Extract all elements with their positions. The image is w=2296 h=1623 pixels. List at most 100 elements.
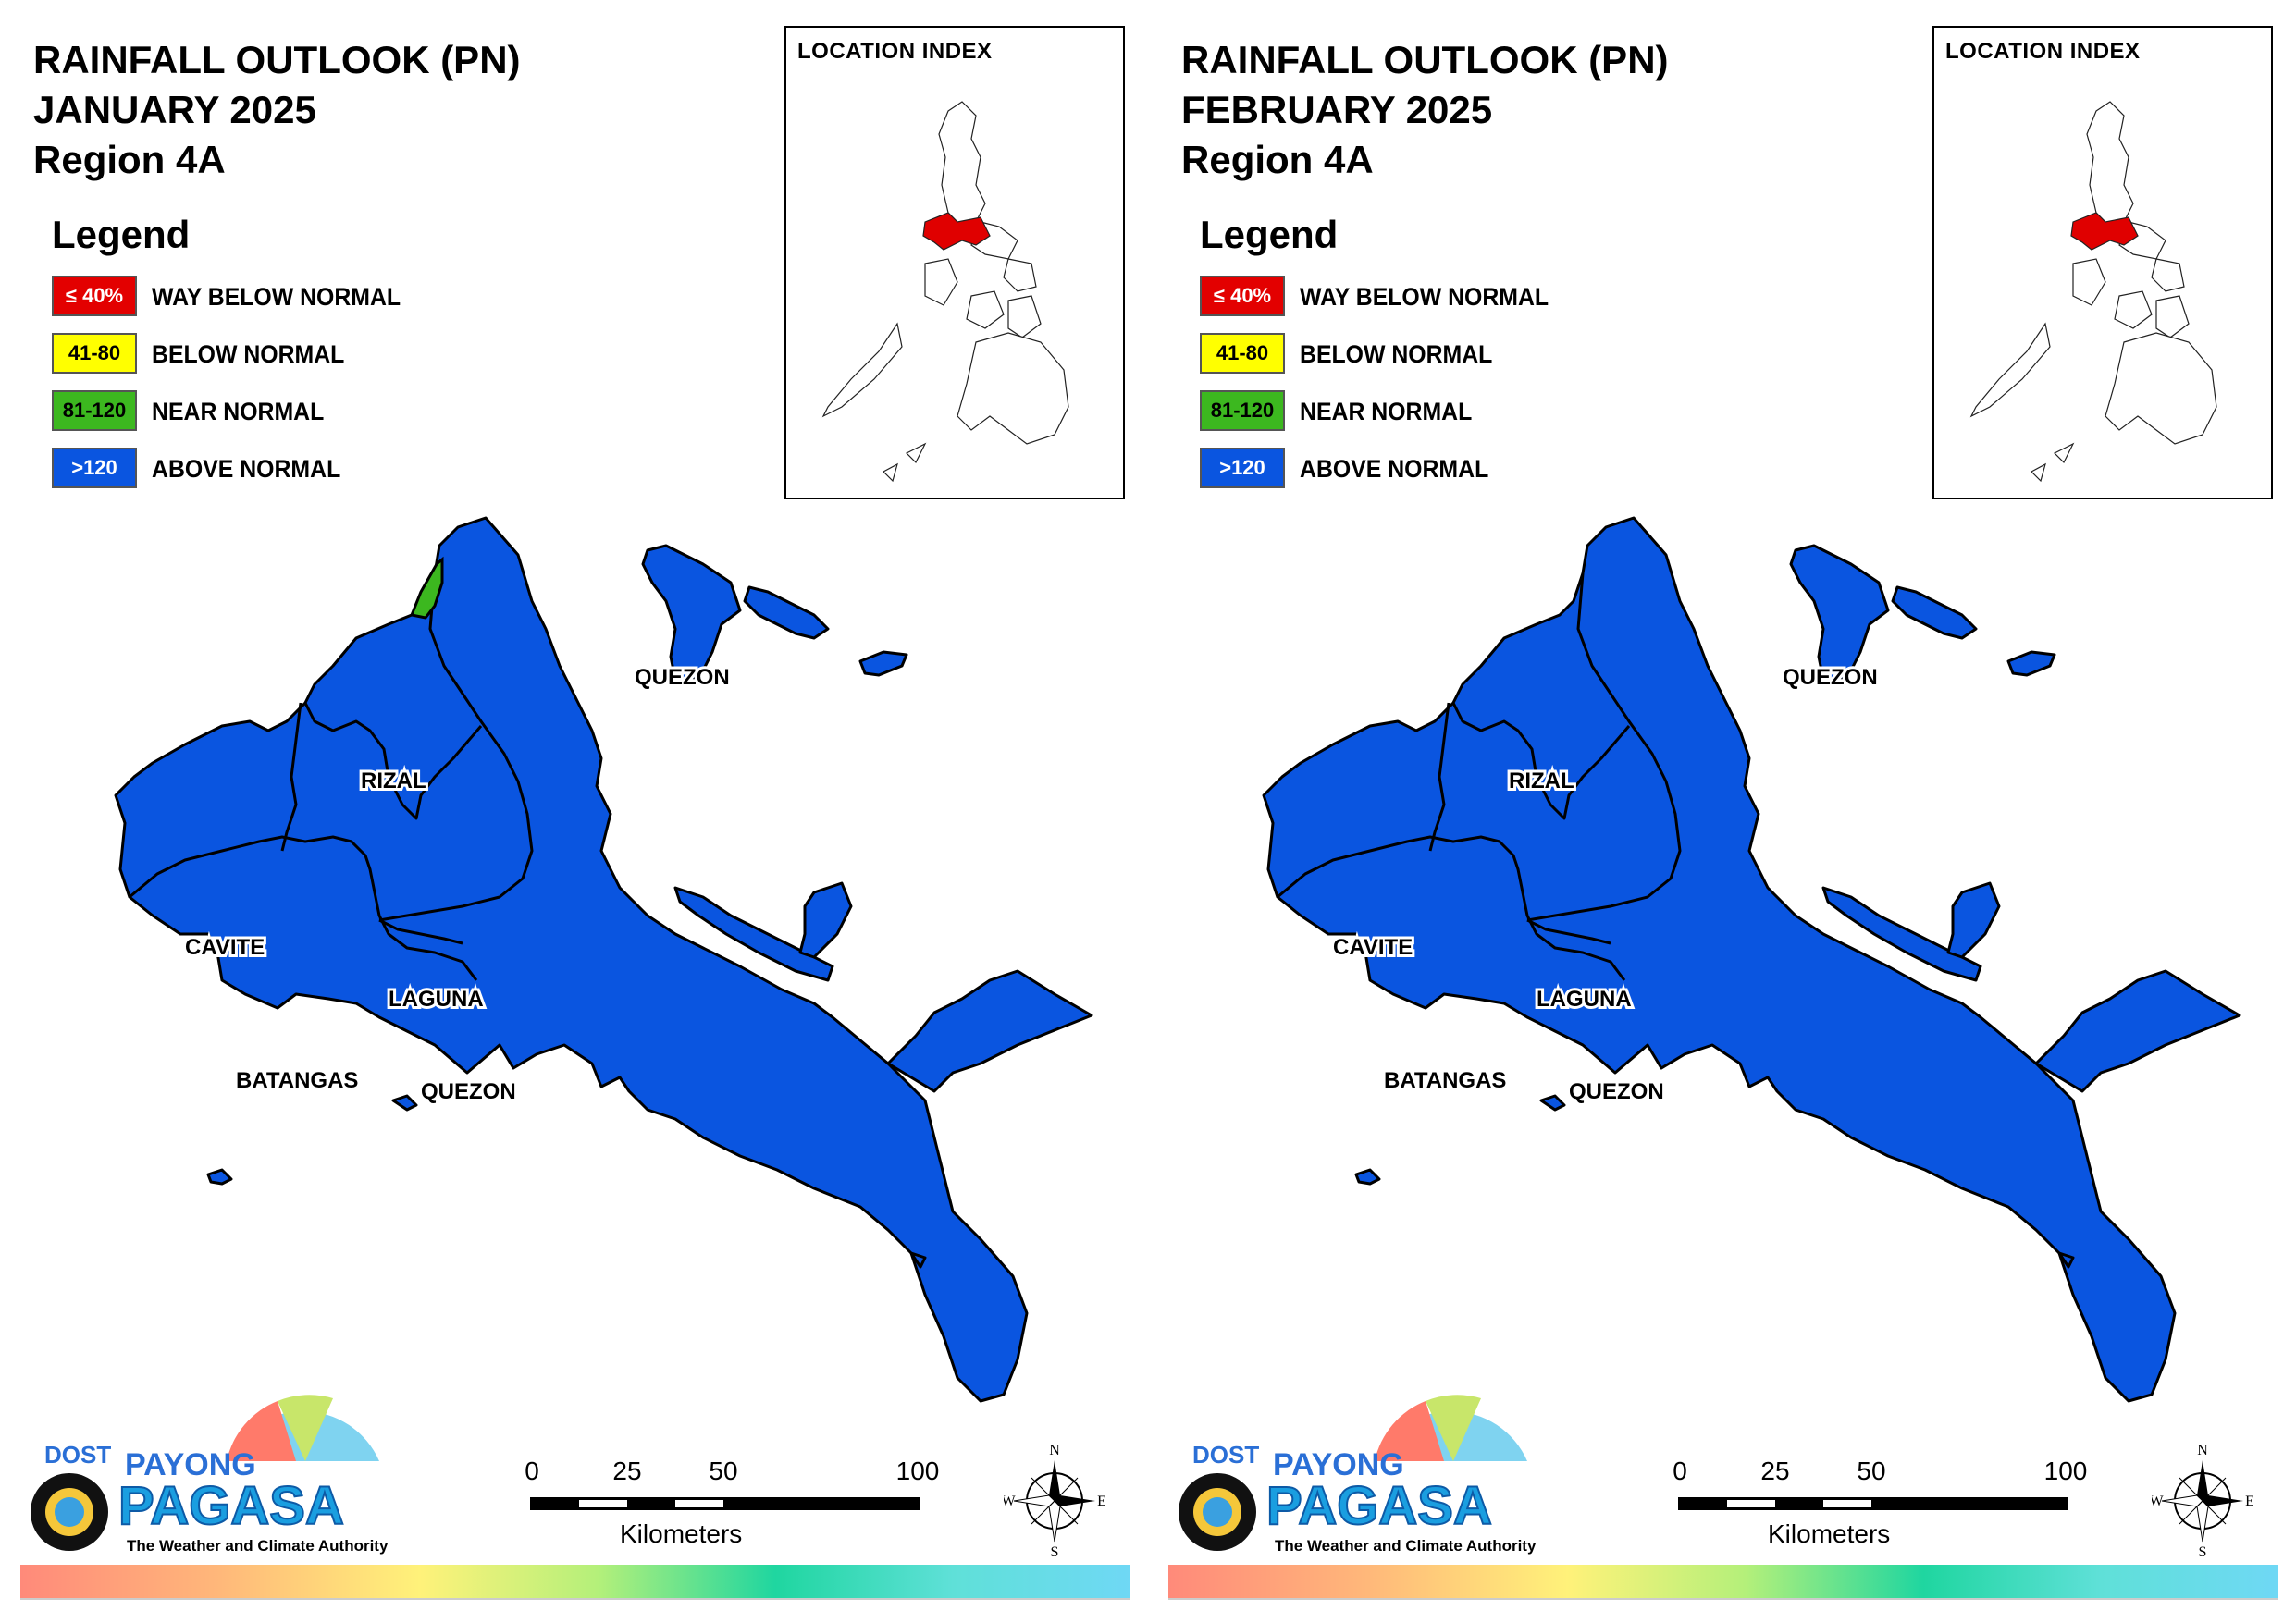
- logo-pagasa: PAGASA: [118, 1476, 344, 1536]
- boundary-rizal-laguna: [1451, 702, 1631, 820]
- boundary-laguna-quezon-south: [1526, 918, 1611, 945]
- legend-swatch: 81-120: [1200, 390, 1285, 431]
- scale-unit: Kilometers: [620, 1519, 743, 1548]
- boundary-cavite-laguna: [1428, 702, 1450, 852]
- boundary-cavite-laguna: [280, 702, 302, 852]
- rainbow-strip: [1168, 1565, 2278, 1598]
- philippines-index-map: [1969, 101, 2217, 483]
- logo-payong: PAYONG: [125, 1447, 256, 1482]
- compass-rose-icon: N S E W: [2152, 1443, 2253, 1558]
- compass-s: S: [2199, 1544, 2207, 1558]
- legend-item-way-below: ≤ 40% WAY BELOW NORMAL: [52, 276, 401, 333]
- compass-w: W: [1004, 1494, 1016, 1509]
- legend-item-near: 81-120 NEAR NORMAL: [1200, 390, 1472, 448]
- title-line-3: Region 4A: [1181, 138, 1374, 181]
- legend-swatch: >120: [52, 448, 137, 488]
- legend-swatch: ≤ 40%: [52, 276, 137, 316]
- legend-title: Legend: [52, 213, 191, 256]
- compass-rose-icon: N S E W: [1004, 1443, 1105, 1558]
- legend-item-below: 41-80 BELOW NORMAL: [52, 333, 344, 390]
- label-cavite: CAVITE: [1333, 935, 1413, 960]
- map-title: RAINFALL OUTLOOK (PN) JANUARY 2025 Regio…: [33, 35, 521, 185]
- legend-label: BELOW NORMAL: [1300, 340, 1493, 368]
- label-cavite: CAVITE: [185, 935, 265, 960]
- map-title: RAINFALL OUTLOOK (PN) FEBRUARY 2025 Regi…: [1181, 35, 1669, 185]
- boundary-rizal-quezon: [378, 572, 534, 922]
- label-rizal: RIZAL: [361, 768, 426, 793]
- scale-unit: Kilometers: [1768, 1519, 1891, 1548]
- legend-label: ABOVE NORMAL: [152, 455, 341, 483]
- title-line-1: RAINFALL OUTLOOK (PN): [33, 38, 521, 81]
- payong-pagasa-logo: DOST PAYONG PAGASA The Weather and Clima…: [1179, 1395, 1537, 1555]
- legend-item-below: 41-80 BELOW NORMAL: [1200, 333, 1492, 390]
- label-quezon-south: QUEZON: [1569, 1079, 1664, 1104]
- boundary-cavite-batangas: [1277, 835, 1626, 981]
- legend-label: WAY BELOW NORMAL: [1300, 283, 1549, 311]
- legend-label: BELOW NORMAL: [152, 340, 345, 368]
- location-index-title: LOCATION INDEX: [797, 39, 993, 64]
- outlook-panel-january: RAINFALL OUTLOOK (PN) JANUARY 2025 Regio…: [20, 26, 1130, 1600]
- rainbow-strip: [20, 1565, 1130, 1598]
- outlook-panel-february: RAINFALL OUTLOOK (PN) FEBRUARY 2025 Regi…: [1148, 0, 2296, 1623]
- boundary-cavite-batangas: [129, 835, 478, 981]
- location-index: LOCATION INDEX: [784, 26, 1125, 499]
- label-laguna: LAGUNA: [389, 987, 484, 1012]
- scale-tick: 0: [525, 1457, 539, 1485]
- legend-item-way-below: ≤ 40% WAY BELOW NORMAL: [1200, 276, 1549, 333]
- scale-tick: 100: [2043, 1457, 2088, 1485]
- title-line-1: RAINFALL OUTLOOK (PN): [1181, 38, 1669, 81]
- boundary-rizal-quezon: [1526, 572, 1682, 922]
- label-quezon-south: QUEZON: [421, 1079, 516, 1104]
- compass-n: N: [1049, 1443, 1060, 1458]
- boundary-rizal-laguna: [303, 702, 483, 820]
- legend-item-above: >120 ABOVE NORMAL: [1200, 448, 1488, 505]
- logo-dost: DOST: [1192, 1441, 1259, 1469]
- legend-label: NEAR NORMAL: [152, 398, 325, 425]
- region-4a-highlight: [2070, 212, 2139, 251]
- region-4a-highlight: [922, 212, 991, 251]
- legend-swatch: ≤ 40%: [1200, 276, 1285, 316]
- region-4a-map: QUEZON RIZAL CAVITE LAGUNA BATANGAS QUEZ…: [1262, 516, 2241, 1403]
- divider: [1168, 1598, 2278, 1600]
- title-line-2: FEBRUARY 2025: [1181, 88, 1493, 131]
- legend-swatch: 41-80: [52, 333, 137, 374]
- scale-tick: 25: [1760, 1457, 1790, 1485]
- compass-w: W: [2152, 1494, 2164, 1509]
- legend-swatch: 41-80: [1200, 333, 1285, 374]
- legend-swatch: >120: [1200, 448, 1285, 488]
- compass-s: S: [1051, 1544, 1059, 1558]
- compass-e: E: [1097, 1494, 1105, 1509]
- scale-bar: 0 25 50 100 Kilometers: [1666, 1457, 2087, 1558]
- location-index: LOCATION INDEX: [1932, 26, 2273, 499]
- logo-pagasa: PAGASA: [1266, 1476, 1492, 1536]
- title-line-3: Region 4A: [33, 138, 226, 181]
- location-index-title: LOCATION INDEX: [1945, 39, 2141, 64]
- scale-tick: 100: [895, 1457, 940, 1485]
- scale-tick: 25: [612, 1457, 642, 1485]
- compass-n: N: [2197, 1443, 2208, 1458]
- legend-item-above: >120 ABOVE NORMAL: [52, 448, 340, 505]
- province-quezon-main: [1262, 516, 2177, 1403]
- legend: Legend ≤ 40% WAY BELOW NORMAL 41-80 BELO…: [52, 213, 401, 505]
- scale-tick: 50: [709, 1457, 738, 1485]
- scale-tick: 50: [1857, 1457, 1886, 1485]
- legend-label: WAY BELOW NORMAL: [152, 283, 401, 311]
- compass-e: E: [2245, 1494, 2253, 1509]
- near-normal-patch: [409, 556, 444, 620]
- legend-swatch: 81-120: [52, 390, 137, 431]
- legend-label: ABOVE NORMAL: [1300, 455, 1489, 483]
- boundary-laguna-quezon-south: [378, 918, 463, 945]
- logo-dost: DOST: [44, 1441, 111, 1469]
- scale-tick: 0: [1673, 1457, 1687, 1485]
- logo-tagline: The Weather and Climate Authority: [127, 1537, 389, 1555]
- legend: Legend ≤ 40% WAY BELOW NORMAL 41-80 BELO…: [1200, 213, 1549, 505]
- divider: [20, 1598, 1130, 1600]
- legend-title: Legend: [1200, 213, 1339, 256]
- label-rizal: RIZAL: [1509, 768, 1574, 793]
- scale-bar: 0 25 50 100 Kilometers: [518, 1457, 939, 1558]
- label-quezon-north: QUEZON: [1783, 665, 1878, 690]
- label-quezon-north: QUEZON: [635, 665, 730, 690]
- payong-pagasa-logo: DOST PAYONG PAGASA The Weather and Clima…: [31, 1395, 389, 1555]
- logo-payong: PAYONG: [1273, 1447, 1404, 1482]
- scale-bar-graphic: [1678, 1497, 2068, 1510]
